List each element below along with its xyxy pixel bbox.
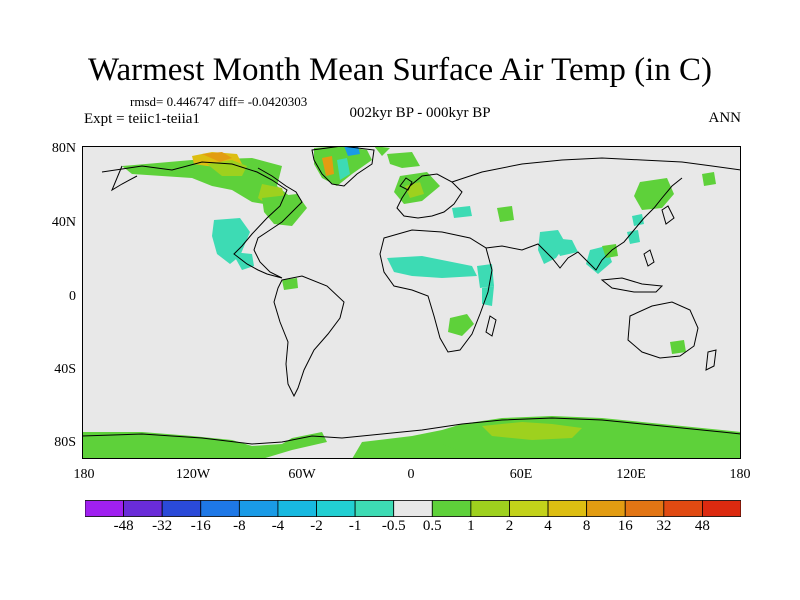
anomaly-patch: [402, 444, 462, 456]
anomaly-patch: [212, 218, 250, 264]
colorbar-swatch: [586, 500, 626, 517]
anomaly-patch: [632, 214, 644, 226]
colorbar-label: -4: [271, 518, 285, 534]
anomaly-patch: [634, 178, 674, 210]
lon-tick-0: 0: [407, 467, 415, 482]
colorbar-label: -0.5: [381, 518, 406, 534]
colorbar-swatch: [702, 500, 741, 517]
colorbar-label: 48: [694, 518, 710, 534]
anomaly-patch: [602, 244, 618, 258]
colorbar-swatch: [663, 500, 703, 517]
coastline-south-america: [273, 275, 345, 398]
colorbar-label: -2: [310, 518, 323, 534]
anomaly-patch: [262, 194, 307, 226]
coastline-indonesia: [600, 277, 664, 293]
anomaly-patch: [82, 432, 327, 459]
anomaly-patch: [538, 230, 566, 264]
anomaly-patch: [374, 146, 390, 156]
colorbar-swatch: [431, 500, 472, 517]
coastline-britain: [399, 177, 413, 191]
colorbar-label: -32: [152, 518, 173, 534]
anomaly-patch: [387, 152, 420, 168]
colorbar-swatch: [470, 500, 510, 517]
colorbar-label: 4: [544, 518, 552, 534]
colorbar-label: -8: [233, 518, 246, 534]
anomaly-patch: [702, 172, 716, 186]
colorbar-label: 32: [656, 518, 672, 534]
map-frame: [82, 146, 741, 459]
colorbar-swatch: [85, 500, 124, 517]
coastline-asia-south: [485, 177, 683, 271]
stats-text: rmsd= 0.446747 diff= -0.0420303: [130, 94, 308, 109]
colorbar-swatch: [547, 500, 588, 517]
lon-tick-180e: 180: [729, 467, 751, 482]
coastline-australia: [627, 301, 699, 359]
lat-tick-80s: 80S: [54, 435, 76, 450]
lat-tick-0: 0: [69, 289, 76, 304]
colorbar-label: 8: [582, 518, 591, 534]
coastline-philippines: [643, 249, 655, 267]
anomaly-patch: [627, 230, 640, 244]
colorbar-swatch: [161, 500, 202, 517]
colorbar-swatch: [393, 500, 433, 517]
coastline-antarctica: [82, 417, 741, 445]
colorbar-label: -48: [113, 518, 134, 534]
anomaly-patch: [387, 256, 477, 278]
lat-tick-40s: 40S: [54, 362, 76, 377]
anomaly-patch: [322, 156, 334, 176]
colorbar-label: 16: [617, 518, 633, 534]
colorbar: [85, 500, 741, 517]
plot-title: Warmest Month Mean Surface Air Temp (in …: [87, 52, 713, 88]
anomaly-patch: [670, 340, 686, 354]
lon-tick-60w: 60W: [288, 467, 316, 482]
colorbar-swatch: [238, 500, 279, 517]
anomaly-patch: [497, 206, 514, 222]
anomaly-map: [82, 146, 741, 459]
colorbar-label: -16: [190, 518, 211, 534]
anomaly-patch: [282, 278, 298, 290]
colorbar-label: 0.5: [422, 518, 442, 534]
lat-tick-80n: 80N: [51, 141, 76, 156]
anomaly-patch: [207, 160, 247, 176]
colorbar-swatch: [200, 500, 240, 517]
coastline-north-america: [101, 161, 303, 279]
coastline-greenland: [311, 146, 375, 187]
colorbar-swatch: [277, 500, 317, 517]
period-subtitle: 002kyr BP - 000kyr BP: [349, 105, 491, 121]
coastline-madagascar: [485, 315, 497, 337]
colorbar-swatch: [624, 500, 665, 517]
season-label: ANN: [708, 110, 742, 126]
anomaly-patch: [482, 422, 582, 440]
anomaly-patch: [552, 238, 578, 256]
colorbar-label: 2: [505, 518, 514, 534]
colorbar-swatch: [509, 500, 549, 517]
colorbar-swatch: [354, 500, 395, 517]
anomaly-patches: [82, 146, 741, 459]
lon-tick-120w: 120W: [175, 467, 211, 482]
anomaly-patch: [202, 152, 232, 162]
coastline-alaska: [110, 165, 138, 192]
coastline-new-zealand: [705, 349, 717, 371]
anomaly-patch: [337, 158, 350, 180]
coastline-asia-north: [451, 157, 741, 183]
coastline-africa: [379, 229, 493, 353]
lon-tick-180w: 180: [73, 467, 95, 482]
colorbar-label: 1: [467, 518, 475, 534]
coastlines: [82, 146, 741, 445]
lat-tick-40n: 40N: [51, 215, 76, 230]
lon-tick-120e: 120E: [616, 467, 646, 482]
anomaly-patch: [448, 314, 474, 336]
colorbar-swatch: [123, 500, 163, 517]
anomaly-patch: [344, 146, 360, 156]
colorbar-swatch: [316, 500, 356, 517]
lon-tick-60e: 60E: [509, 467, 533, 482]
coastline-japan: [661, 205, 675, 225]
anomaly-patch: [452, 206, 472, 218]
colorbar-label: -1: [348, 518, 362, 534]
experiment-label: Expt = teiic1-teiia1: [84, 111, 200, 127]
